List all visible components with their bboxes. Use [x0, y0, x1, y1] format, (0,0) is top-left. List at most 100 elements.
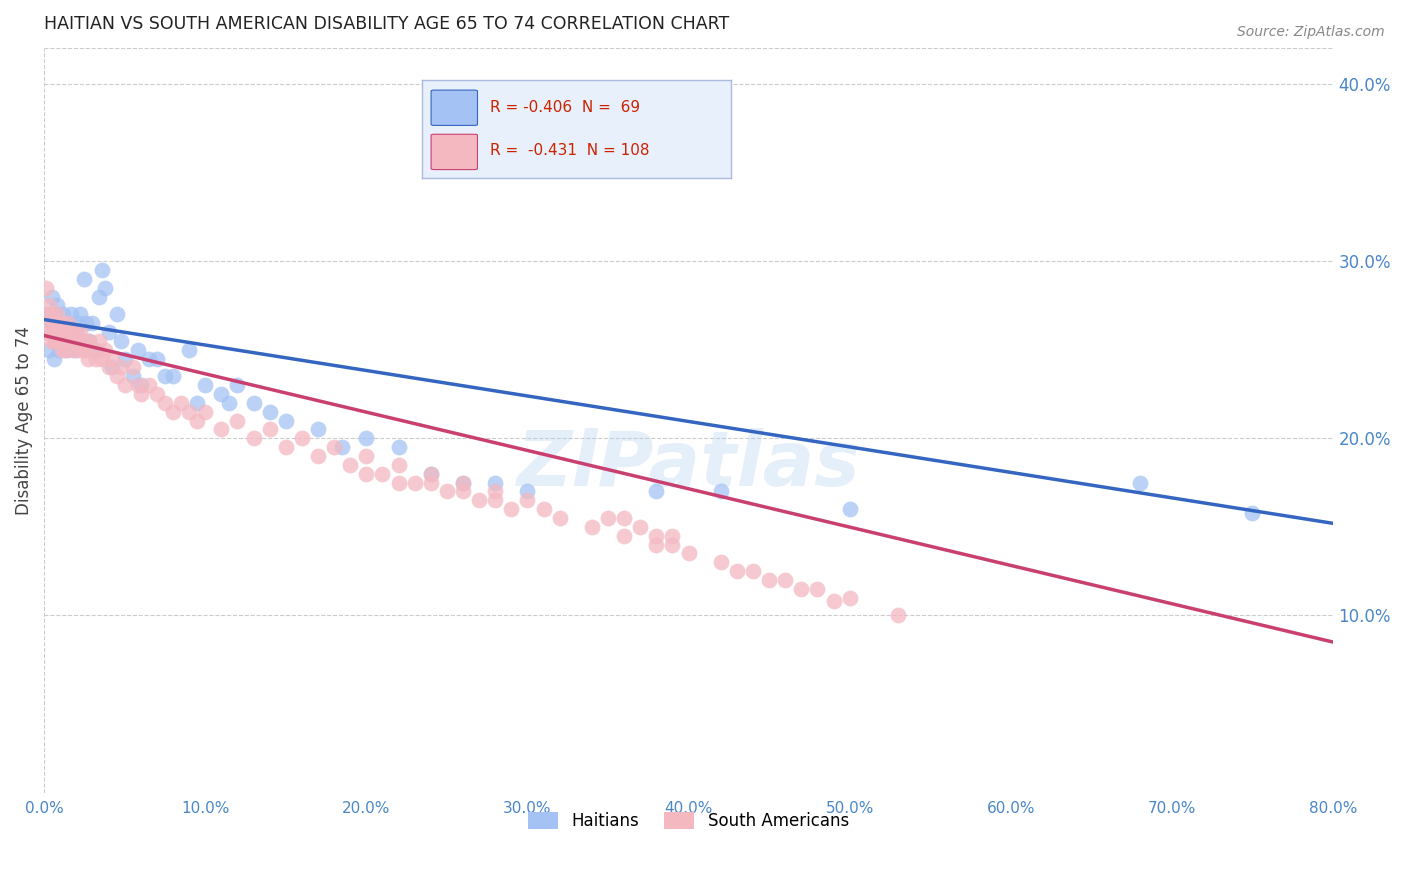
- Point: [678, 546, 700, 560]
- Point: [44, 316, 66, 330]
- Point: [37, 307, 59, 321]
- Point: [307, 449, 329, 463]
- Point: [91, 263, 114, 277]
- Point: [41, 325, 63, 339]
- Point: [55, 343, 77, 357]
- Point: [138, 351, 160, 366]
- Point: [259, 422, 281, 436]
- Point: [404, 475, 426, 490]
- Point: [186, 413, 208, 427]
- Point: [501, 502, 523, 516]
- Point: [69, 325, 91, 339]
- Point: [548, 511, 571, 525]
- Point: [100, 360, 122, 375]
- Point: [451, 484, 474, 499]
- Point: [58, 325, 80, 339]
- Point: [65, 325, 87, 339]
- Point: [63, 343, 86, 357]
- Point: [330, 440, 353, 454]
- Point: [209, 387, 232, 401]
- Text: HAITIAN VS SOUTH AMERICAN DISABILITY AGE 65 TO 74 CORRELATION CHART: HAITIAN VS SOUTH AMERICAN DISABILITY AGE…: [44, 15, 730, 33]
- Point: [51, 325, 73, 339]
- Point: [60, 307, 83, 321]
- Point: [42, 316, 65, 330]
- Point: [710, 555, 733, 569]
- Point: [209, 422, 232, 436]
- Point: [44, 334, 66, 348]
- Point: [46, 307, 69, 321]
- Point: [581, 520, 603, 534]
- Point: [226, 378, 249, 392]
- Point: [291, 431, 314, 445]
- Point: [69, 307, 91, 321]
- Point: [53, 334, 76, 348]
- Point: [387, 458, 409, 472]
- Point: [110, 360, 132, 375]
- Point: [177, 343, 200, 357]
- Point: [39, 316, 62, 330]
- Point: [1129, 475, 1152, 490]
- Point: [194, 378, 217, 392]
- Point: [52, 316, 75, 330]
- Point: [887, 608, 910, 623]
- Text: R =  -0.431  N = 108: R = -0.431 N = 108: [489, 144, 650, 159]
- Point: [76, 351, 98, 366]
- Point: [87, 289, 110, 303]
- Point: [259, 405, 281, 419]
- Point: [65, 334, 87, 348]
- Point: [121, 360, 143, 375]
- Point: [484, 493, 506, 508]
- Point: [645, 538, 668, 552]
- Point: [60, 334, 83, 348]
- Point: [516, 484, 538, 499]
- Point: [773, 573, 796, 587]
- Point: [645, 484, 668, 499]
- Point: [70, 334, 93, 348]
- Point: [661, 538, 683, 552]
- Point: [97, 325, 120, 339]
- Point: [51, 343, 73, 357]
- Point: [38, 343, 60, 357]
- Point: [153, 396, 176, 410]
- Point: [110, 334, 132, 348]
- Point: [419, 467, 441, 481]
- Point: [66, 316, 89, 330]
- Point: [48, 334, 70, 348]
- Point: [484, 484, 506, 499]
- Point: [82, 343, 104, 357]
- Point: [41, 289, 63, 303]
- Point: [758, 573, 780, 587]
- Point: [52, 307, 75, 321]
- Point: [725, 564, 748, 578]
- Text: Source: ZipAtlas.com: Source: ZipAtlas.com: [1237, 25, 1385, 39]
- Point: [823, 594, 845, 608]
- Point: [121, 369, 143, 384]
- Point: [484, 475, 506, 490]
- Point: [138, 378, 160, 392]
- Point: [339, 458, 361, 472]
- Point: [661, 529, 683, 543]
- Point: [194, 405, 217, 419]
- Point: [613, 529, 636, 543]
- Point: [84, 351, 107, 366]
- Point: [162, 369, 184, 384]
- Point: [105, 307, 128, 321]
- Point: [516, 493, 538, 508]
- Point: [127, 343, 149, 357]
- Point: [53, 343, 76, 357]
- Point: [87, 334, 110, 348]
- Point: [468, 493, 491, 508]
- Point: [307, 422, 329, 436]
- Point: [838, 591, 860, 605]
- Point: [53, 325, 76, 339]
- Point: [44, 325, 66, 339]
- Point: [356, 467, 378, 481]
- Point: [49, 316, 72, 330]
- Point: [84, 343, 107, 357]
- Point: [218, 396, 240, 410]
- Point: [52, 334, 75, 348]
- Point: [46, 298, 69, 312]
- Point: [46, 325, 69, 339]
- Point: [356, 431, 378, 445]
- Point: [226, 413, 249, 427]
